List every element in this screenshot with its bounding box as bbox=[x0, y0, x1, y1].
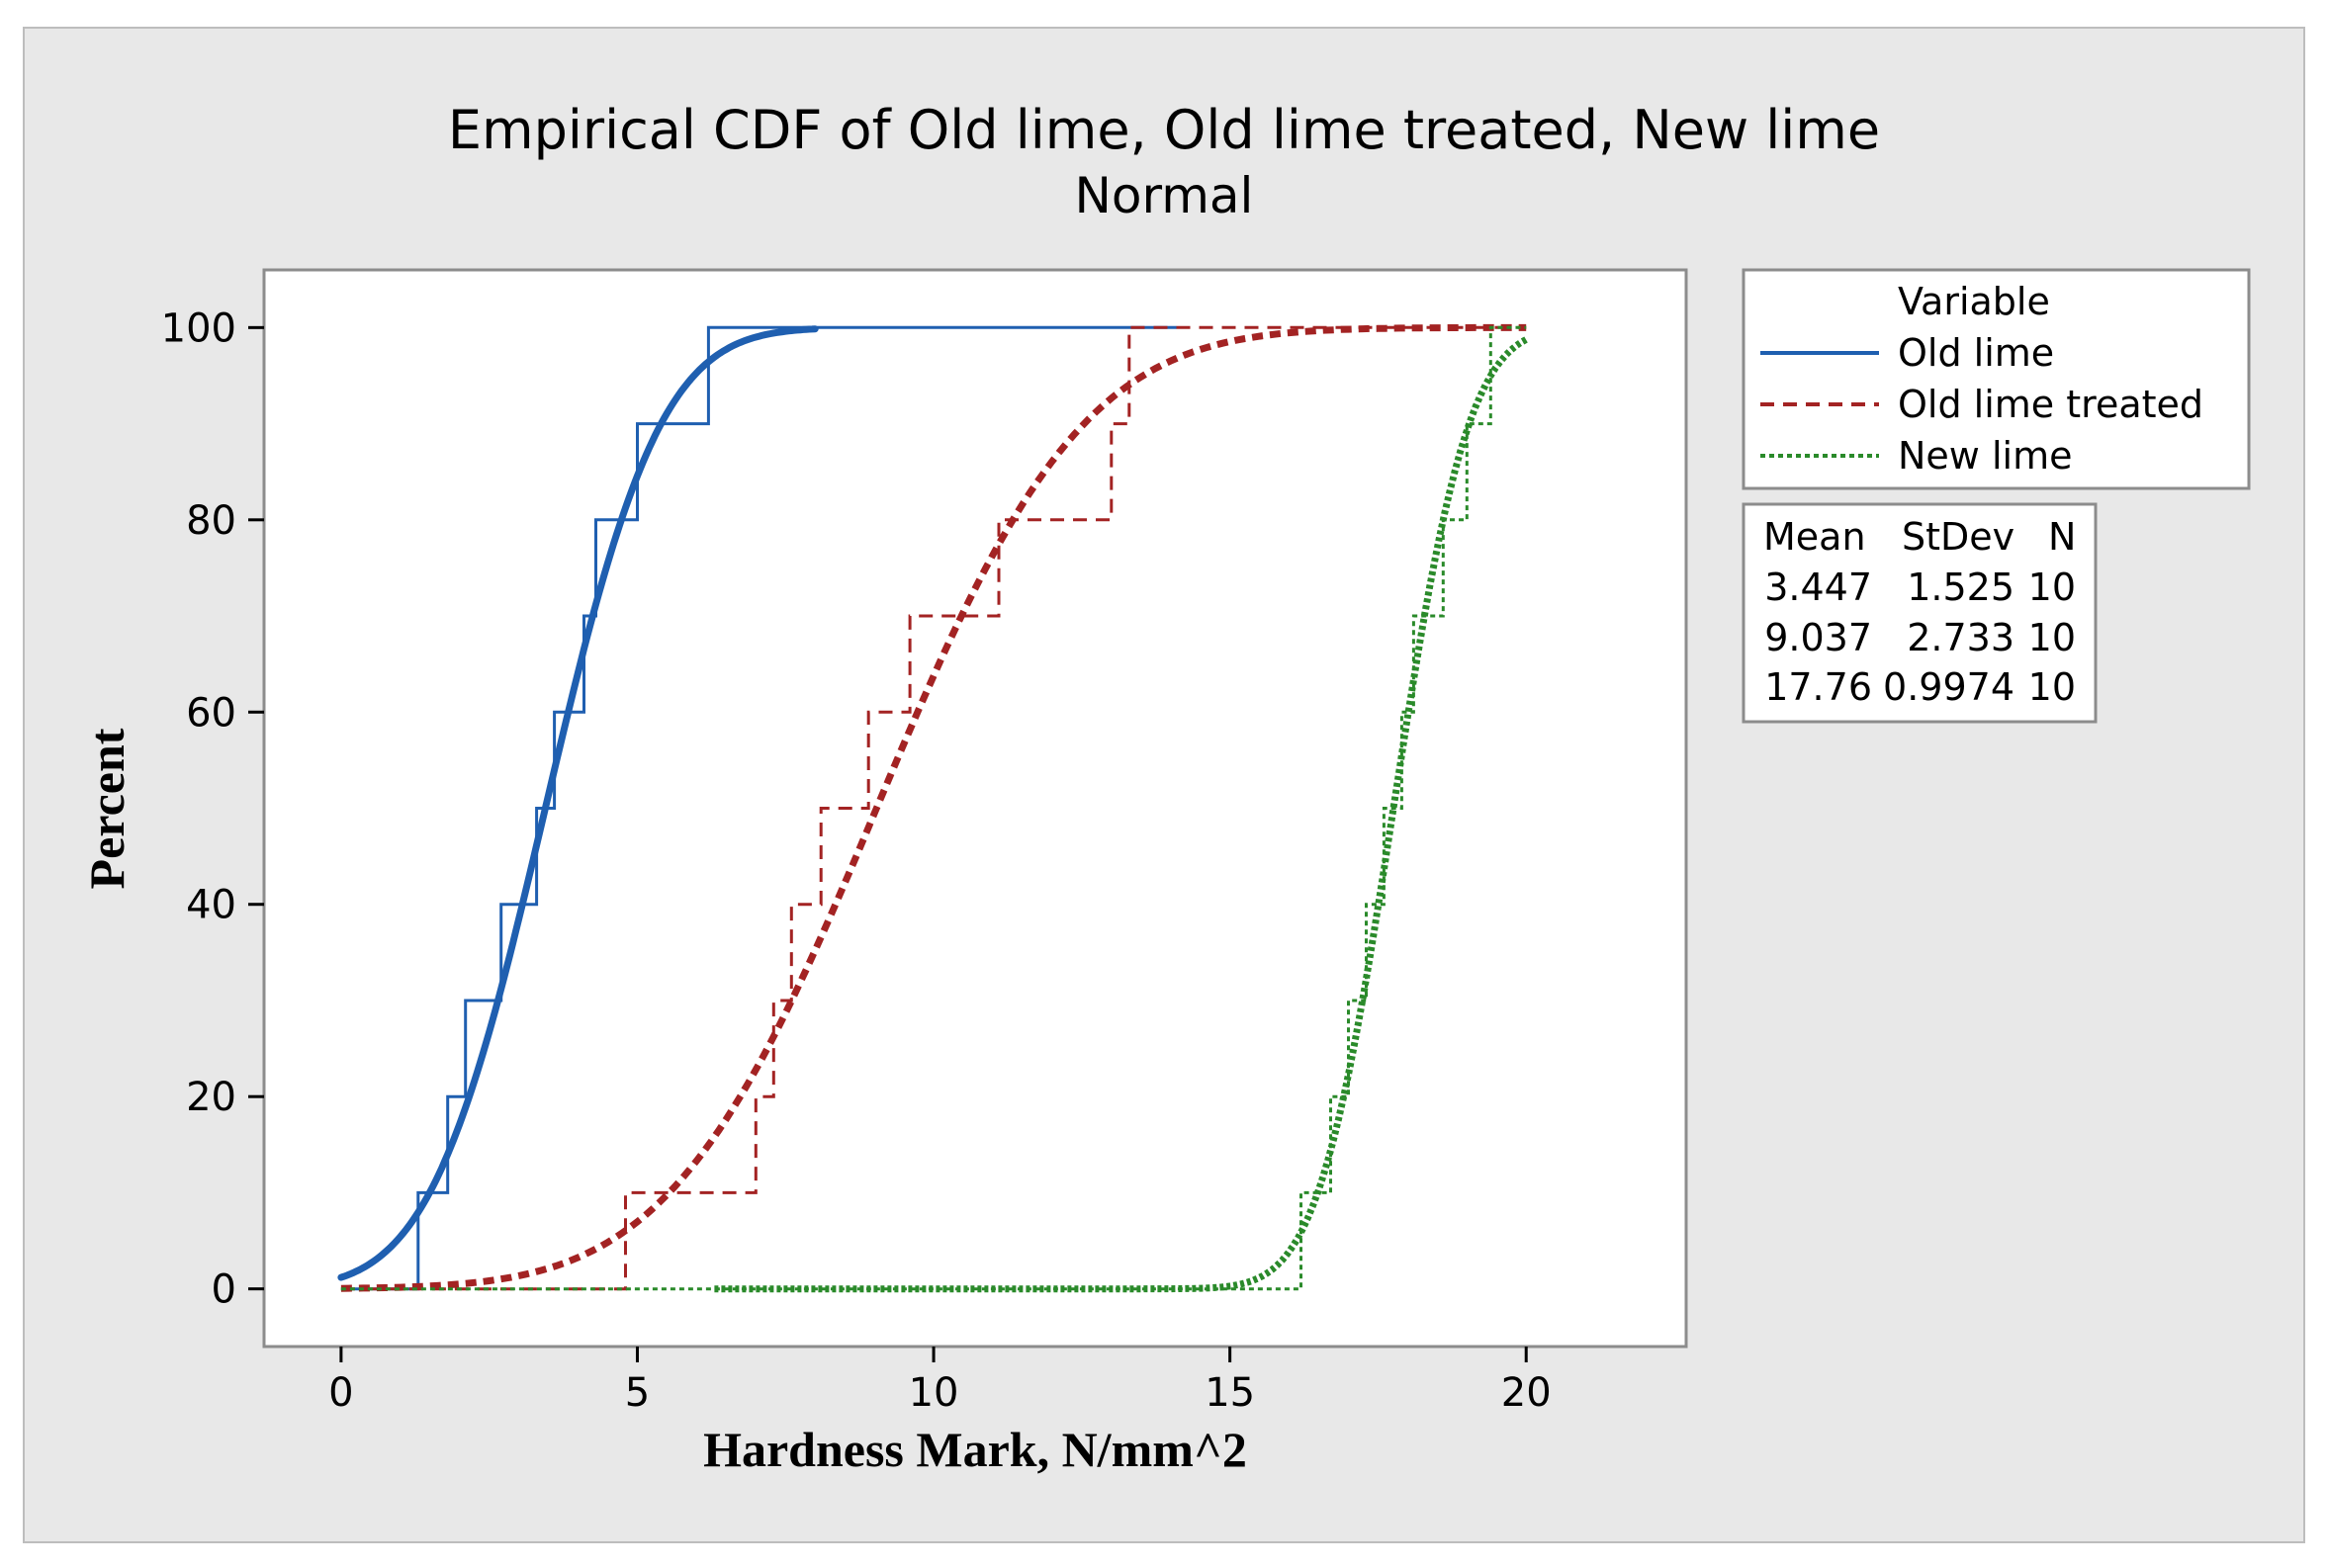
x-tick-label: 5 bbox=[625, 1370, 650, 1416]
stats-header-mean: Mean bbox=[1763, 515, 1866, 559]
y-tick-label: 20 bbox=[186, 1075, 236, 1120]
x-tick-label: 15 bbox=[1205, 1370, 1255, 1416]
fitted-normal-old-lime bbox=[337, 325, 819, 1281]
legend-label-old-lime: Old lime bbox=[1898, 331, 2054, 375]
stats-n-old-lime-treated: 10 bbox=[2028, 616, 2076, 659]
stats-stdev-old-lime-treated: 2.733 bbox=[1907, 616, 2014, 659]
y-tick-label: 80 bbox=[186, 498, 236, 544]
stats-mean-old-lime-treated: 9.037 bbox=[1764, 616, 1872, 659]
stats-header-stdev: StDev bbox=[1902, 515, 2014, 559]
legend-title: Variable bbox=[1898, 280, 2050, 323]
stats-table-box bbox=[1742, 502, 2098, 724]
y-tick-label: 100 bbox=[161, 305, 236, 351]
stats-n-new-lime: 10 bbox=[2028, 665, 2076, 709]
y-tick-label: 40 bbox=[186, 883, 236, 928]
ecdf-step-old-lime-treated bbox=[340, 325, 1527, 1291]
x-tick-label: 10 bbox=[909, 1370, 959, 1416]
series-layer bbox=[337, 323, 1528, 1293]
fitted-normal-new-lime bbox=[714, 336, 1528, 1293]
stats-mean-new-lime: 17.76 bbox=[1764, 665, 1872, 709]
y-axis-label: Percent bbox=[79, 728, 134, 889]
chart-subtitle: Normal bbox=[1075, 167, 1254, 224]
x-axis: 0 5 10 15 20 bbox=[328, 1347, 1552, 1416]
fitted-normal-old-lime-treated bbox=[340, 323, 1527, 1292]
stats-table: Mean StDev N 3.447 1.525 10 9.037 2.733 … bbox=[1742, 502, 2098, 724]
legend-box bbox=[1742, 268, 2251, 490]
legend-label-new-lime: New lime bbox=[1898, 434, 2072, 478]
chart-title: Empirical CDF of Old lime, Old lime trea… bbox=[448, 99, 1880, 161]
stats-stdev-new-lime: 0.9974 bbox=[1883, 665, 2014, 709]
stats-stdev-old-lime: 1.525 bbox=[1907, 566, 2014, 609]
y-tick-label: 0 bbox=[212, 1267, 236, 1313]
y-axis: 0 20 40 60 80 100 bbox=[161, 305, 264, 1313]
x-tick-label: 20 bbox=[1501, 1370, 1552, 1416]
x-tick-label: 0 bbox=[328, 1370, 353, 1416]
x-axis-label: Hardness Mark, N/mm^2 bbox=[703, 1422, 1247, 1477]
plot-area bbox=[262, 268, 1688, 1349]
stats-mean-old-lime: 3.447 bbox=[1764, 566, 1872, 609]
y-tick-label: 60 bbox=[186, 690, 236, 736]
stats-header-n: N bbox=[2048, 515, 2076, 559]
stats-n-old-lime: 10 bbox=[2028, 566, 2076, 609]
legend: Variable Old lime Old lime treated New l… bbox=[1742, 268, 2251, 490]
legend-label-old-lime-treated: Old lime treated bbox=[1898, 383, 2203, 426]
